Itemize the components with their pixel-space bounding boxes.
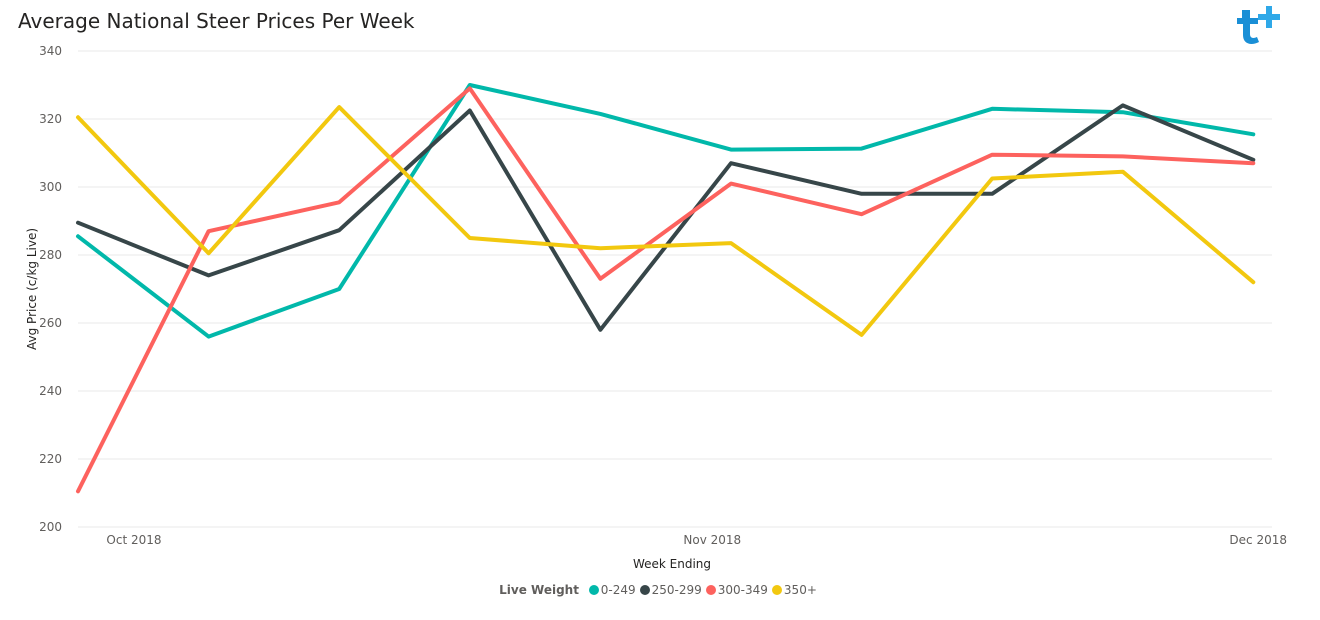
series-line-350+ <box>76 105 1256 337</box>
series-line-0-249 <box>76 83 1256 339</box>
y-axis-title: Avg Price (c/kg Live) <box>25 228 39 350</box>
legend-item[interactable]: 350+ <box>771 583 817 597</box>
x-tick-label: Nov 2018 <box>683 533 741 547</box>
legend-item[interactable]: 250-299 <box>639 583 702 597</box>
legend-title: Live Weight <box>499 583 579 597</box>
legend-item[interactable]: 0-249 <box>588 583 636 597</box>
series-line-250-299 <box>76 103 1256 332</box>
y-tick-label: 200 <box>39 520 62 534</box>
x-axis-title: Week Ending <box>633 557 711 571</box>
legend-marker <box>705 585 716 595</box>
series-line-300-349 <box>76 86 1256 494</box>
y-tick-label: 260 <box>39 316 62 330</box>
y-tick-label: 240 <box>39 384 62 398</box>
y-tick-label: 340 <box>39 44 62 58</box>
chart-title: Average National Steer Prices Per Week <box>18 9 415 33</box>
gridlines <box>78 50 1272 528</box>
y-tick-label: 220 <box>39 452 62 466</box>
legend-label: 250-299 <box>651 583 702 597</box>
series-lines <box>76 83 1256 494</box>
legend-label: 350+ <box>783 583 817 597</box>
x-axis-ticks: Oct 2018 Nov 2018 Dec 2018 <box>106 533 1287 547</box>
x-tick-label: Dec 2018 <box>1229 533 1287 547</box>
legend: Live Weight 0-249 250-299 300-349 350+ <box>0 583 1320 597</box>
y-axis-ticks: 200 220 240 260 280 300 320 340 <box>39 44 62 534</box>
legend-label: 300-349 <box>717 583 768 597</box>
x-tick-label: Oct 2018 <box>106 533 161 547</box>
legend-marker <box>771 585 782 595</box>
brand-logo-icon <box>1237 6 1280 44</box>
y-tick-label: 280 <box>39 248 62 262</box>
line-chart: 200 220 240 260 280 300 320 340 Oct 2018 Nov 201… <box>25 44 1287 571</box>
legend-item[interactable]: 300-349 <box>705 583 768 597</box>
legend-marker <box>588 585 599 595</box>
legend-marker <box>639 585 650 595</box>
legend-label: 0-249 <box>600 583 636 597</box>
y-tick-label: 300 <box>39 180 62 194</box>
y-tick-label: 320 <box>39 112 62 126</box>
